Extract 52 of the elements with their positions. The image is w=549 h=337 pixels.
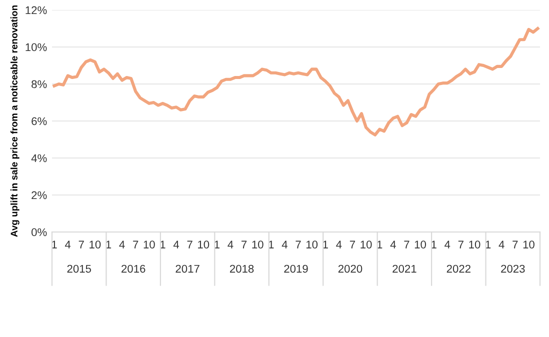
x-tick-label: 10: [252, 240, 264, 248]
x-tick-label: 1: [432, 240, 436, 248]
x-tick-label: 10: [360, 240, 372, 248]
x-tick-label: 4: [444, 240, 450, 248]
x-tick-label: 4: [228, 240, 234, 248]
y-tick-label: 2%: [32, 191, 47, 200]
x-tick-label: 4: [336, 240, 342, 248]
y-tick-label: 4%: [31, 154, 47, 162]
x-tick-label: 1: [268, 240, 274, 248]
text: 2016: [122, 264, 146, 273]
x-tick-label: 7: [133, 240, 138, 248]
x-tick-label: 4: [173, 240, 180, 248]
x-tick-label: 1: [214, 240, 220, 248]
x-tick-label: 7: [350, 240, 356, 248]
x-tick-label: 1: [323, 240, 328, 248]
x-tick-label: 4: [64, 240, 71, 248]
text: 2023: [501, 264, 525, 273]
x-tick-label: 10: [523, 240, 534, 248]
x-tick-label: 4: [119, 240, 125, 248]
x-tick-label: 1: [106, 240, 112, 248]
x-tick-label: 7: [404, 240, 410, 248]
x-tick-label: 1: [486, 240, 491, 248]
y-axis-title: Avg uplift in sale price from a noticeable renovation: [10, 6, 20, 237]
text: 2018: [230, 264, 254, 273]
text: 2017: [176, 264, 200, 273]
x-tick-label: 7: [78, 240, 84, 248]
text: 2015: [67, 264, 92, 273]
x-tick-label: 10: [414, 240, 426, 248]
line-series: [52, 26, 540, 136]
x-tick-label: 7: [242, 240, 247, 248]
text: 2022: [446, 264, 470, 273]
y-tick-label: 8%: [32, 80, 47, 88]
y-tick-label: 6%: [32, 117, 47, 126]
y-tick-label: 0%: [32, 228, 47, 236]
x-tick-label: 1: [377, 240, 382, 248]
x-tick-label: 7: [512, 240, 518, 248]
x-tick-label: 10: [469, 240, 480, 248]
x-tick-label: 7: [296, 240, 301, 248]
x-tick-label: 10: [198, 240, 210, 248]
text: 2021: [392, 264, 416, 273]
x-tick-label: 7: [187, 240, 192, 248]
text: 2019: [284, 264, 308, 273]
y-tick-label: 12%: [26, 6, 47, 14]
x-tick-label: 7: [458, 240, 464, 248]
x-tick-label: 10: [144, 240, 155, 248]
text: 2020: [338, 264, 362, 273]
y-tick-label: 10%: [26, 43, 47, 52]
x-tick-label: 4: [390, 240, 396, 248]
x-tick-label: 10: [90, 240, 101, 248]
x-tick-label: 4: [282, 240, 288, 248]
x-tick-label: 4: [498, 240, 504, 248]
x-tick-label: 10: [306, 240, 318, 248]
